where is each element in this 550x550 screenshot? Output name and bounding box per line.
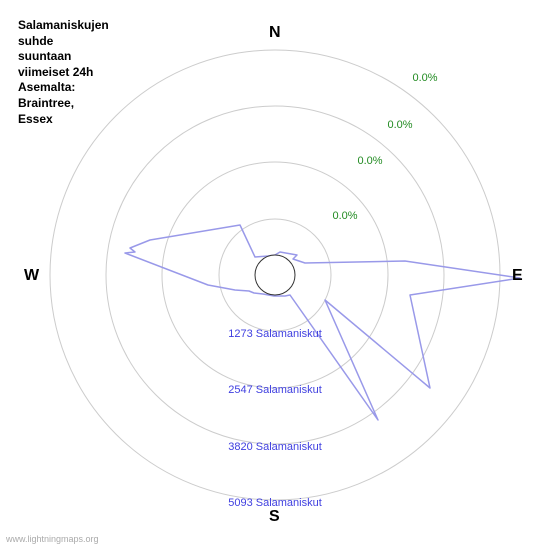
compass-w: W (24, 267, 39, 285)
pct-label: 0.0% (357, 155, 382, 167)
ring-label: 1273 Salamaniskut (228, 328, 322, 340)
pct-label: 0.0% (332, 210, 357, 222)
pct-label: 0.0% (412, 72, 437, 84)
pct-label: 0.0% (387, 119, 412, 131)
footer-credit: www.lightningmaps.org (6, 534, 99, 544)
chart-title: Salamaniskujen suhde suuntaan viimeiset … (18, 18, 109, 127)
compass-n: N (269, 24, 281, 42)
compass-e: E (512, 267, 523, 285)
ring-label: 2547 Salamaniskut (228, 384, 322, 396)
compass-s: S (269, 508, 280, 526)
ring-label: 3820 Salamaniskut (228, 441, 322, 453)
ring-label: 5093 Salamaniskut (228, 497, 322, 509)
